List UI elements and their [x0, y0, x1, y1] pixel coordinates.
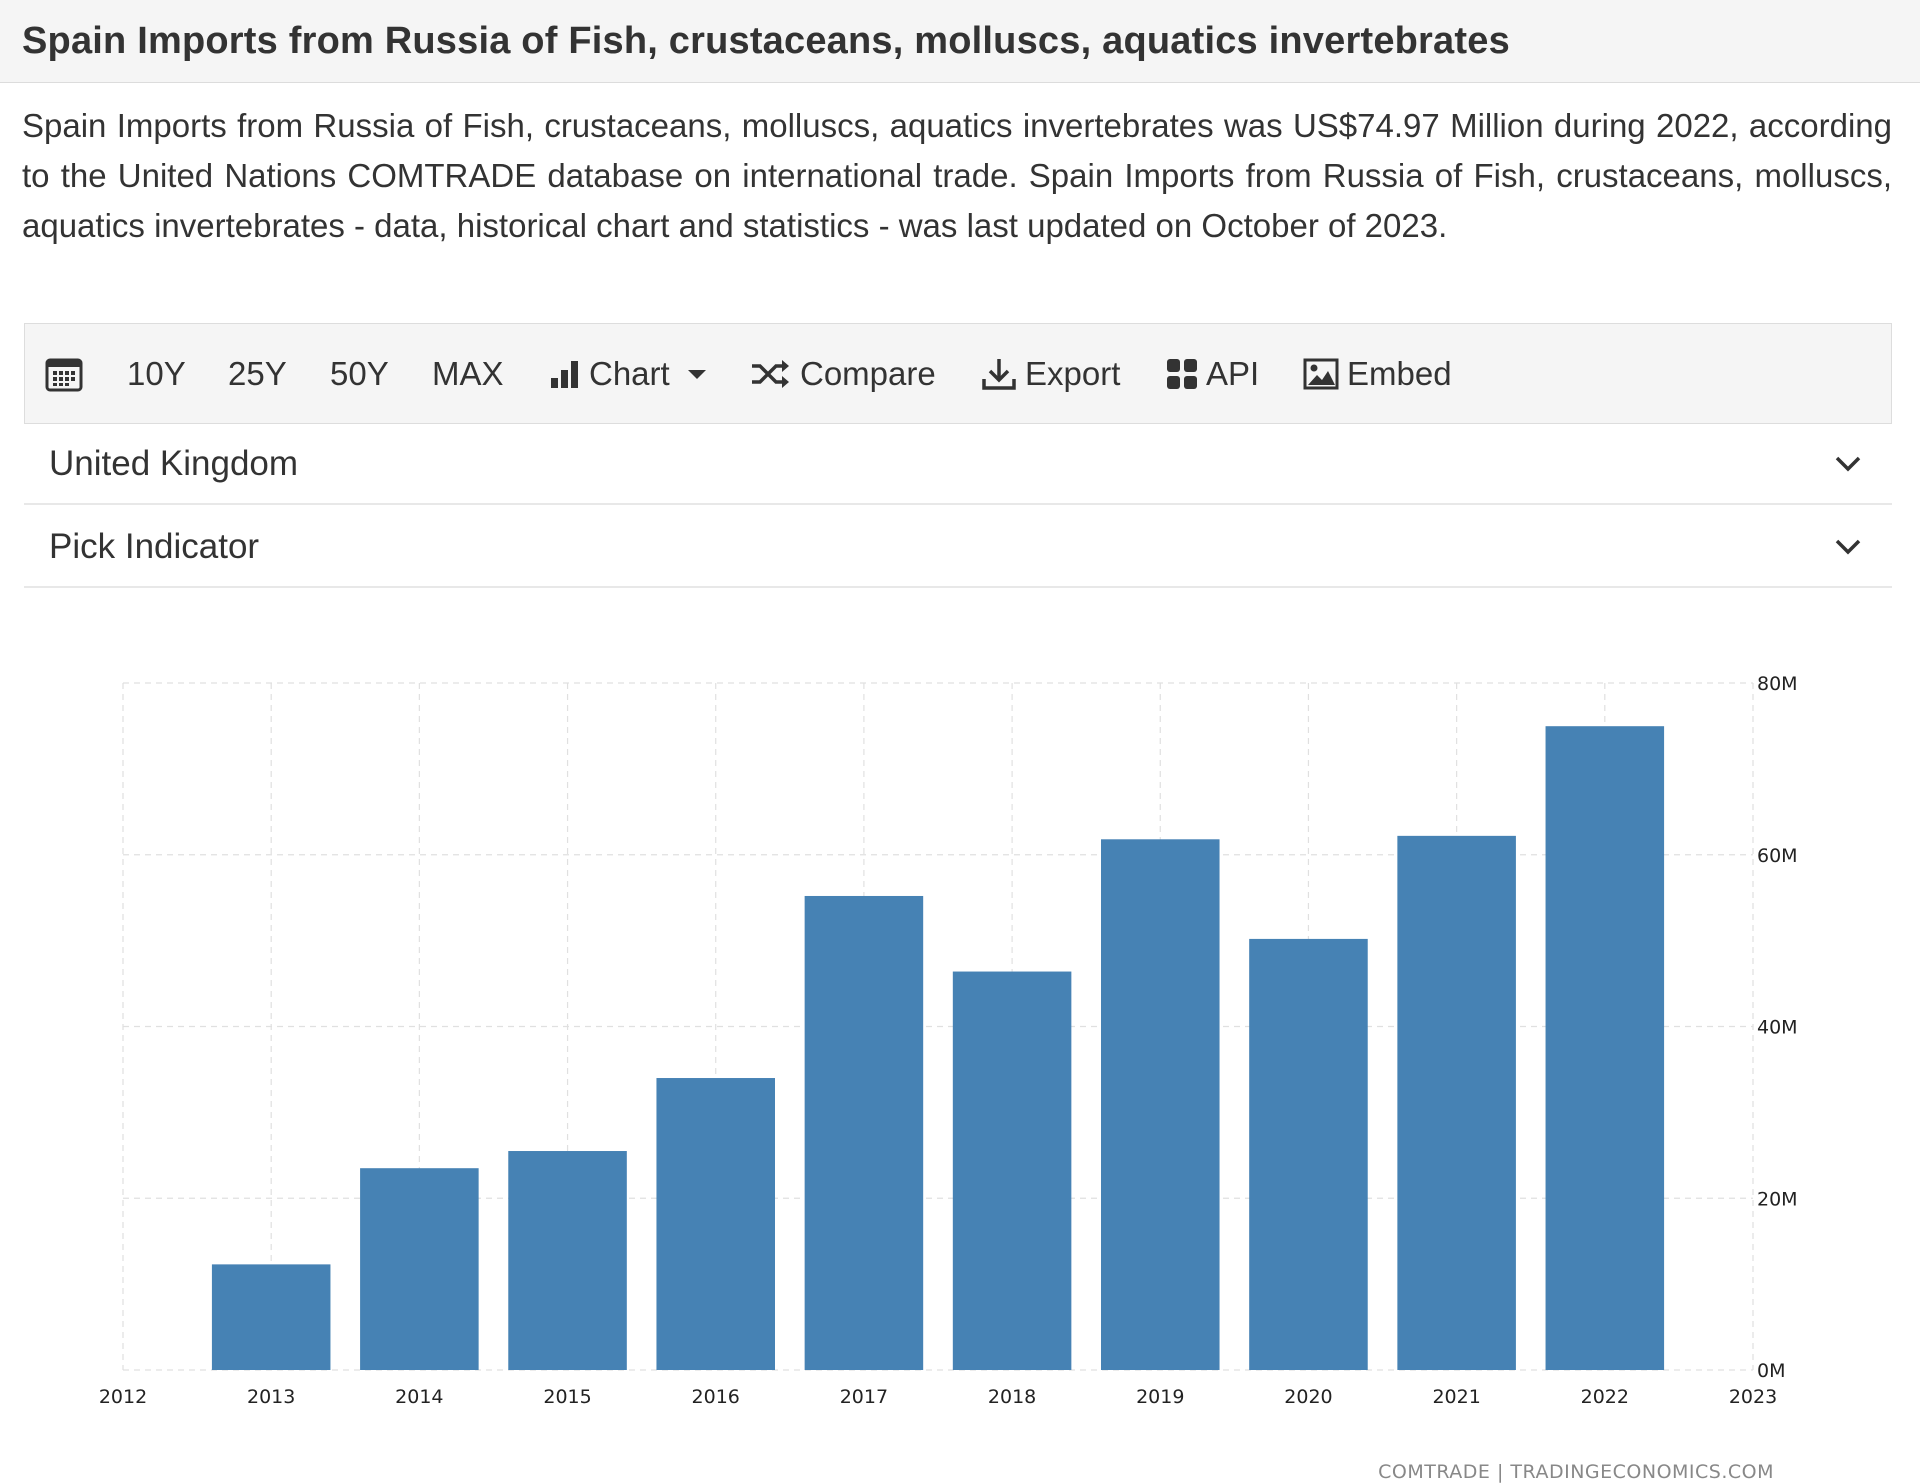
shuffle-icon	[752, 359, 789, 388]
bar-2018[interactable]	[952, 971, 1072, 1370]
bar-2016[interactable]	[656, 1078, 775, 1370]
bar-2017[interactable]	[804, 895, 924, 1370]
range-10y-button[interactable]: 10Y	[127, 324, 186, 423]
x-tick-label: 2020	[1284, 1386, 1332, 1408]
x-tick-label: 2019	[1136, 1386, 1184, 1408]
range-50y-button[interactable]: 50Y	[330, 324, 389, 423]
compare-label: Compare	[800, 354, 936, 392]
calendar-button[interactable]	[45, 324, 83, 423]
x-tick-label: 2014	[395, 1386, 443, 1408]
chart-type-dropdown[interactable]: Chart	[549, 324, 708, 423]
range-10y-label: 10Y	[127, 354, 186, 392]
chart-type-label: Chart	[589, 354, 670, 392]
api-button[interactable]: API	[1166, 324, 1259, 423]
bar-chart: 2012 2013 2014 2015 2016 2017 2018 2019 2020 2021…	[99, 673, 1798, 1483]
bar-2021[interactable]	[1397, 835, 1516, 1370]
bar-2014[interactable]	[360, 1168, 479, 1370]
country-select-value: United Kingdom	[49, 443, 299, 483]
range-25y-label: 25Y	[228, 354, 287, 392]
y-tick-label: 20M	[1757, 1188, 1798, 1210]
embed-label: Embed	[1347, 354, 1452, 392]
page-description: Spain Imports from Russia of Fish, crust…	[22, 107, 1892, 244]
bar-2015[interactable]	[508, 1151, 627, 1370]
chevron-down-icon	[1835, 539, 1861, 554]
bar-chart-icon	[551, 360, 578, 388]
y-tick-label: 0M	[1757, 1360, 1785, 1382]
range-50y-label: 50Y	[330, 354, 389, 392]
title-bar: Spain Imports from Russia of Fish, crust…	[0, 0, 1920, 83]
x-tick-label: 2017	[840, 1386, 888, 1408]
x-tick-label: 2023	[1729, 1386, 1777, 1408]
download-icon	[982, 358, 1016, 390]
compare-button[interactable]: Compare	[750, 324, 936, 423]
page-title: Spain Imports from Russia of Fish, crust…	[22, 19, 1510, 62]
x-tick-label: 2016	[692, 1386, 740, 1408]
grid-icon	[1167, 358, 1197, 389]
bar-2013[interactable]	[211, 1264, 331, 1370]
bar-2019[interactable]	[1101, 839, 1220, 1370]
x-tick-label: 2012	[99, 1386, 147, 1408]
bar-2020[interactable]	[1249, 938, 1368, 1370]
export-button[interactable]: Export	[981, 324, 1120, 423]
range-25y-button[interactable]: 25Y	[228, 324, 287, 423]
chart-area: 2012 2013 2014 2015 2016 2017 2018 2019 2020 2021…	[24, 590, 1892, 1483]
y-tick-label: 80M	[1757, 673, 1798, 695]
bar-2022[interactable]	[1545, 726, 1665, 1370]
chart-source-credit: COMTRADE | TRADINGECONOMICS.COM	[1378, 1461, 1774, 1483]
x-tick-label: 2013	[247, 1386, 295, 1408]
export-label: Export	[1025, 354, 1121, 392]
range-max-label: MAX	[432, 354, 504, 392]
indicator-select[interactable]: Pick Indicator	[24, 507, 1892, 588]
caret-down-icon	[687, 369, 706, 379]
x-tick-label: 2021	[1432, 1386, 1480, 1408]
embed-button[interactable]: Embed	[1303, 324, 1452, 423]
x-tick-label: 2015	[543, 1386, 591, 1408]
x-tick-label: 2022	[1581, 1386, 1629, 1408]
country-select[interactable]: United Kingdom	[24, 424, 1892, 505]
y-tick-label: 40M	[1757, 1017, 1798, 1039]
chevron-down-icon	[1835, 456, 1861, 471]
x-tick-label: 2018	[988, 1386, 1036, 1408]
api-label: API	[1206, 354, 1260, 392]
image-icon	[1303, 358, 1339, 389]
calendar-icon	[45, 358, 83, 391]
y-tick-label: 60M	[1757, 845, 1798, 867]
chart-toolbar: 10Y 25Y 50Y MAX Chart Compare	[24, 323, 1892, 424]
range-max-button[interactable]: MAX	[432, 324, 504, 423]
indicator-select-value: Pick Indicator	[49, 526, 260, 566]
